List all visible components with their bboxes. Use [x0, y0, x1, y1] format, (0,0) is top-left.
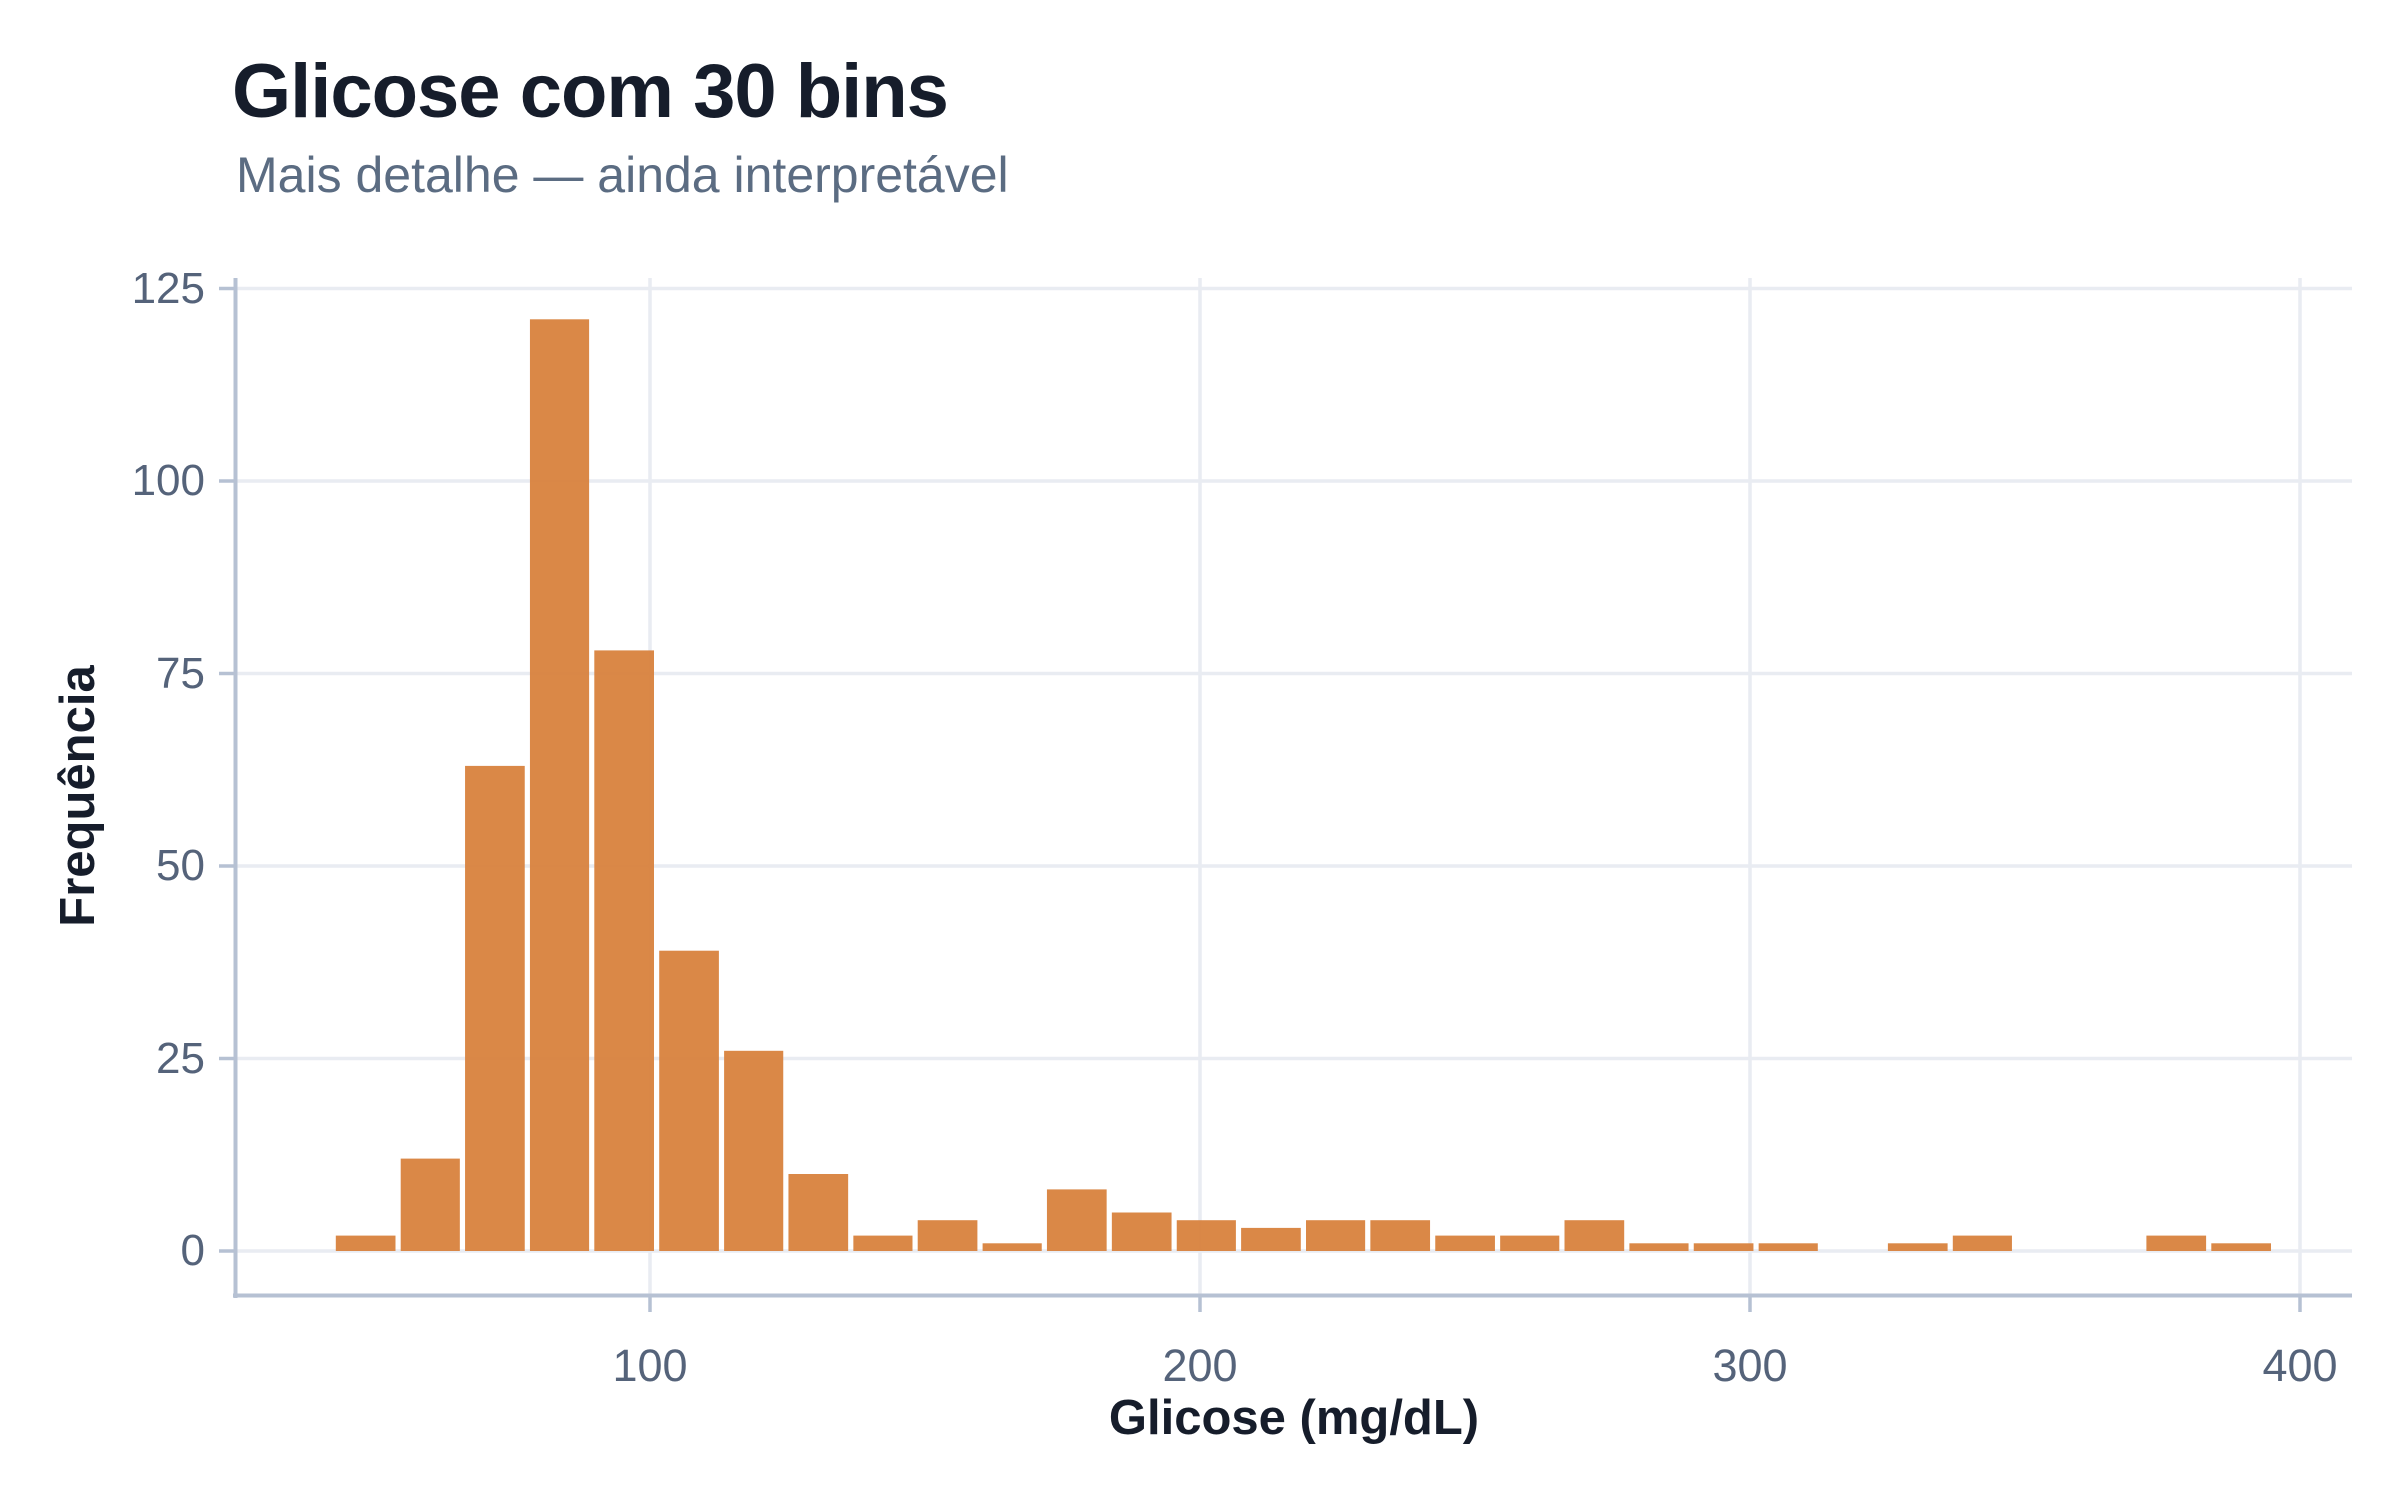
x-tick-label: 200	[1162, 1340, 1238, 1391]
y-tick-label: 100	[131, 456, 205, 505]
axes-layer	[233, 278, 2352, 1298]
histogram-bar	[1887, 1243, 1948, 1251]
histogram-bar	[917, 1220, 978, 1251]
histogram-bar	[659, 950, 719, 1251]
histogram-bar	[1564, 1220, 1625, 1251]
histogram-bar	[724, 1050, 784, 1251]
histogram-bar	[1693, 1243, 1754, 1251]
histogram-bar	[400, 1158, 460, 1251]
histogram-bar	[1046, 1189, 1107, 1251]
histogram-bar	[1500, 1235, 1560, 1251]
y-tick-label: 0	[180, 1226, 205, 1275]
y-tick-label: 125	[131, 263, 205, 313]
histogram-bar	[529, 319, 590, 1251]
histogram-bar	[2146, 1235, 2207, 1251]
histogram-bar	[788, 1174, 849, 1251]
x-tick-label: 400	[2262, 1340, 2338, 1391]
histogram-bar	[1952, 1235, 2012, 1251]
histogram-bar	[1111, 1212, 1172, 1251]
x-tick-label: 100	[612, 1340, 688, 1391]
histogram-bar	[1241, 1227, 1301, 1251]
histogram-bar	[1629, 1243, 1689, 1251]
histogram-bar	[1306, 1220, 1366, 1251]
bars-layer	[335, 319, 2271, 1251]
histogram-bar	[594, 650, 654, 1251]
histogram-bar	[982, 1243, 1042, 1251]
histogram-bar	[1370, 1220, 1431, 1251]
x-tick-label: 300	[1712, 1340, 1788, 1391]
histogram-bar	[2211, 1243, 2271, 1251]
chart-title: Glicose com 30 bins	[232, 49, 949, 134]
y-tick-label: 25	[156, 1033, 205, 1083]
y-tick-label: 50	[156, 841, 205, 890]
histogram-bar	[465, 765, 525, 1251]
histogram-bar	[1435, 1235, 1495, 1251]
y-tick-label: 75	[156, 648, 205, 698]
histogram-bar	[1758, 1243, 1818, 1251]
histogram-bar	[335, 1235, 396, 1251]
histogram-bar	[1176, 1220, 1236, 1251]
x-axis-title: Glicose (mg/dL)	[1108, 1391, 1480, 1445]
chart-subtitle: Mais detalhe — ainda interpretável	[236, 147, 1009, 203]
tick-marks-layer	[219, 286, 2302, 1312]
histogram-bar	[853, 1235, 913, 1251]
gridlines-layer	[237, 278, 2352, 1296]
